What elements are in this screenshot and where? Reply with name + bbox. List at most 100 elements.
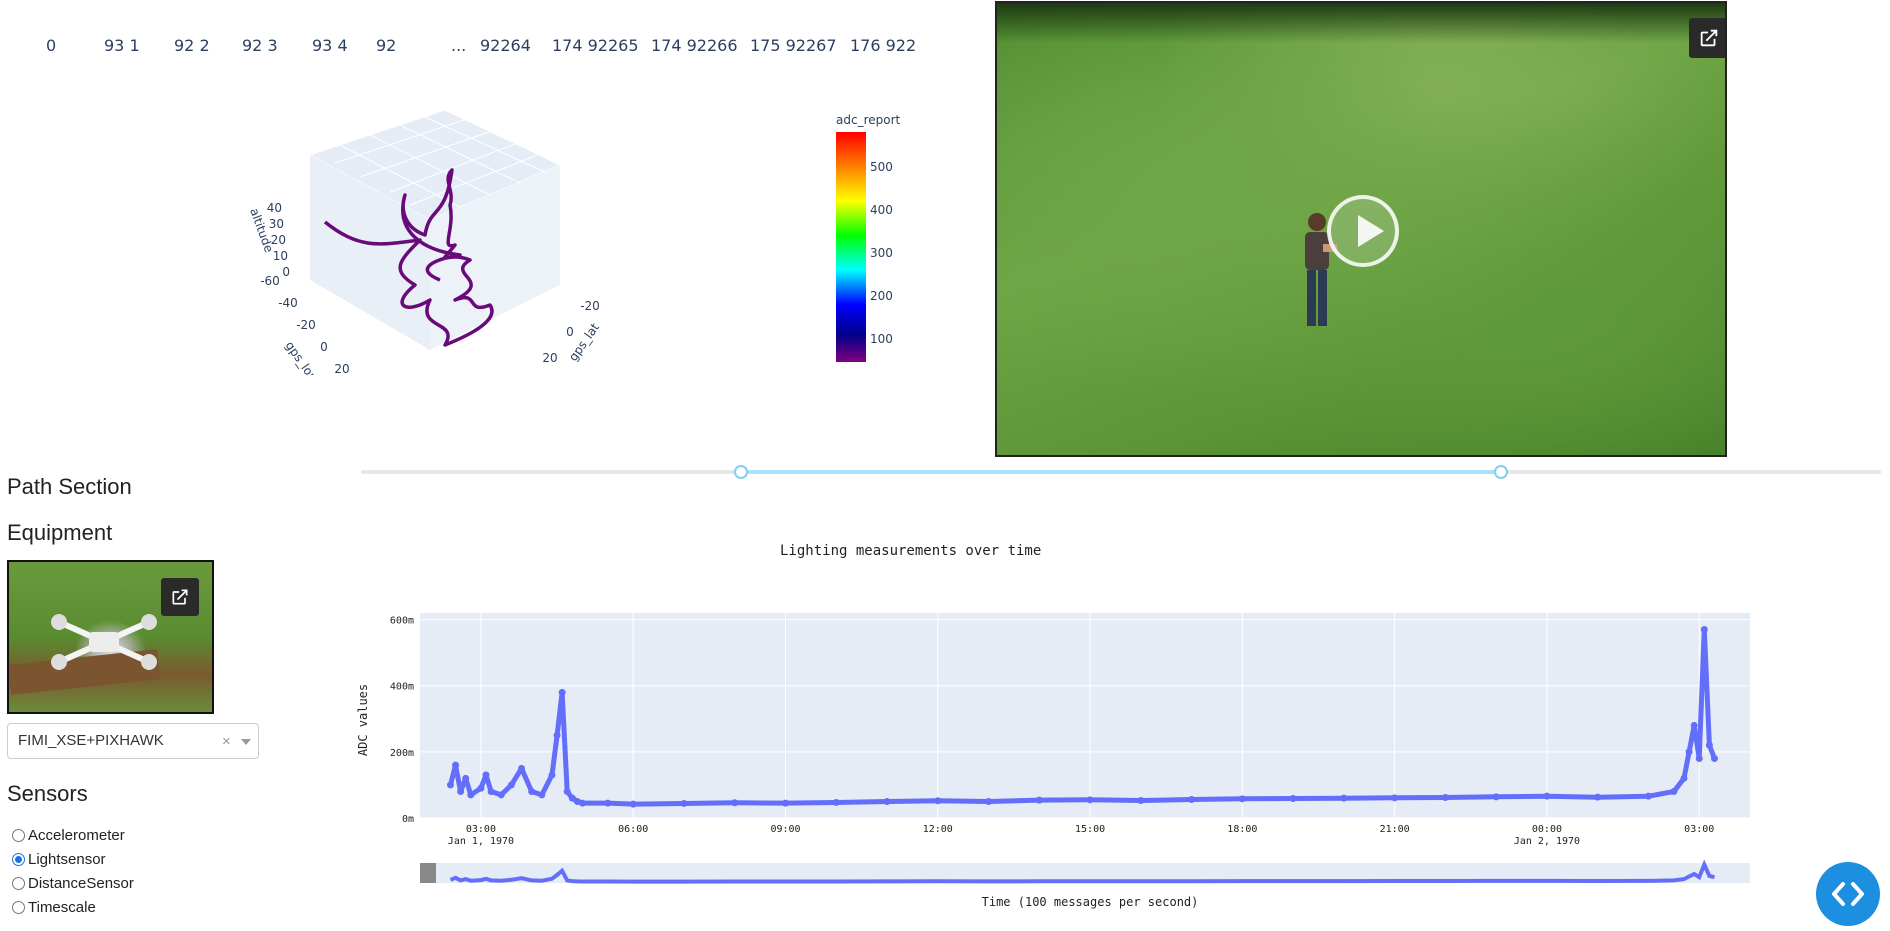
data-point (781, 799, 789, 807)
preview-value: 174 92266 (651, 36, 738, 55)
z-tick-label: 0 (282, 265, 290, 279)
z-axis-ticks: 40 30 20 10 0 (267, 201, 290, 279)
colorbar-tick: 100 (870, 332, 893, 346)
data-point (1086, 796, 1094, 804)
sensor-label: Accelerometer (28, 826, 125, 844)
data-point (538, 791, 546, 799)
x-axis-ticks: -60 -40 -20 0 20 (260, 274, 349, 375)
x-tick-label: 03:00 (1684, 824, 1714, 835)
data-point (1340, 794, 1348, 802)
lighting-chart[interactable]: Lighting measurements over time 0m 200m 40… (350, 530, 1790, 910)
z-tick-label: 10 (273, 249, 288, 263)
radio-button[interactable] (12, 852, 25, 866)
clear-icon[interactable]: × (222, 733, 231, 750)
video-tree-line (997, 3, 1725, 43)
drone-video-player[interactable] (995, 1, 1727, 457)
data-point (568, 794, 576, 802)
preview-value: ... (451, 36, 467, 55)
preview-value: 174 92265 (552, 36, 639, 55)
play-icon[interactable] (1327, 195, 1399, 267)
sensor-option-accelerometer[interactable]: Accelerometer (12, 825, 125, 845)
colorbar-tick: 400 (870, 203, 893, 217)
x-tick-label: 12:00 (923, 824, 953, 835)
data-point (832, 798, 840, 806)
colorbar (836, 132, 866, 362)
z-tick-label: 30 (269, 217, 284, 231)
rangeslider-grip[interactable] (420, 863, 436, 883)
sensor-option-timescale[interactable]: Timescale (12, 897, 96, 917)
x-tick-label: 00:00 (1532, 824, 1562, 835)
radio-button[interactable] (12, 828, 25, 842)
data-point (1690, 721, 1698, 729)
data-point (1700, 626, 1708, 634)
data-point (1492, 793, 1500, 801)
colorbar-tick: 500 (870, 160, 893, 174)
time-range-selected (741, 470, 1501, 474)
drone-figure (51, 614, 157, 670)
equipment-image (7, 560, 214, 714)
data-point (497, 791, 505, 799)
x-tick-label: 21:00 (1380, 824, 1410, 835)
sensor-label: DistanceSensor (28, 874, 134, 892)
data-point (553, 731, 561, 739)
x-tick-label: 09:00 (770, 824, 800, 835)
y-tick-label: 0 (566, 325, 574, 339)
data-point (578, 799, 586, 807)
range-handle-end[interactable] (1494, 465, 1508, 479)
open-in-new-icon[interactable] (161, 578, 199, 616)
data-point (985, 797, 993, 805)
x-tick-sublabel: Jan 2, 1970 (1514, 836, 1580, 847)
data-point (1543, 792, 1551, 800)
equipment-select[interactable]: FIMI_XSE+PIXHAWK × (7, 723, 259, 759)
open-in-new-icon[interactable] (1689, 18, 1725, 58)
data-point (629, 800, 637, 808)
radio-button[interactable] (12, 900, 25, 914)
data-point (1137, 796, 1145, 804)
radio-button[interactable] (12, 876, 25, 890)
x-tick-label: -40 (278, 296, 298, 310)
colorbar-tick: 200 (870, 289, 893, 303)
preview-value: 92264 (480, 36, 531, 55)
x-tick-sublabel: Jan 1, 1970 (448, 836, 514, 847)
data-point (487, 788, 495, 796)
data-point (1644, 792, 1652, 800)
x-tick-label: 20 (334, 362, 349, 375)
sensor-label: Lightsensor (28, 850, 106, 868)
preview-value: 176 922 (850, 36, 917, 55)
person-figure (1305, 213, 1337, 326)
colorbar-tick: 300 (870, 246, 893, 260)
code-icon[interactable] (1816, 862, 1880, 926)
x-tick-label: 15:00 (1075, 824, 1105, 835)
rangeslider-background[interactable] (420, 863, 1750, 883)
x-tick-label: -60 (260, 274, 280, 288)
sensor-option-lightsensor[interactable]: Lightsensor (12, 849, 106, 869)
data-point (1035, 796, 1043, 804)
x-axis-title: Time (100 messages per second) (982, 895, 1199, 909)
data-point (462, 774, 470, 782)
equipment-heading: Equipment (7, 520, 113, 545)
data-point (1695, 754, 1703, 762)
x-tick-label: 06:00 (618, 824, 648, 835)
preview-value: 175 92267 (750, 36, 837, 55)
preview-value: 92 (376, 36, 397, 55)
y-axis-title: ADC values (356, 684, 370, 756)
x-tick-label: 0 (320, 340, 328, 354)
range-handle-start[interactable] (734, 465, 748, 479)
y-tick-label: 600m (390, 616, 414, 627)
chevron-down-icon[interactable] (241, 739, 251, 745)
data-point (548, 771, 556, 779)
data-point (518, 764, 526, 772)
data-point (1680, 774, 1688, 782)
sensor-option-distancesensor[interactable]: DistanceSensor (12, 873, 134, 893)
data-point (731, 799, 739, 807)
equipment-select-value: FIMI_XSE+PIXHAWK (18, 732, 164, 749)
data-point (1441, 794, 1449, 801)
data-point (467, 791, 475, 799)
y-tick-label: 20 (542, 351, 557, 365)
plot3d-box (308, 110, 562, 350)
preview-value: 93 4 (312, 36, 348, 55)
sensor-label: Timescale (28, 898, 96, 916)
data-point (1238, 795, 1246, 803)
